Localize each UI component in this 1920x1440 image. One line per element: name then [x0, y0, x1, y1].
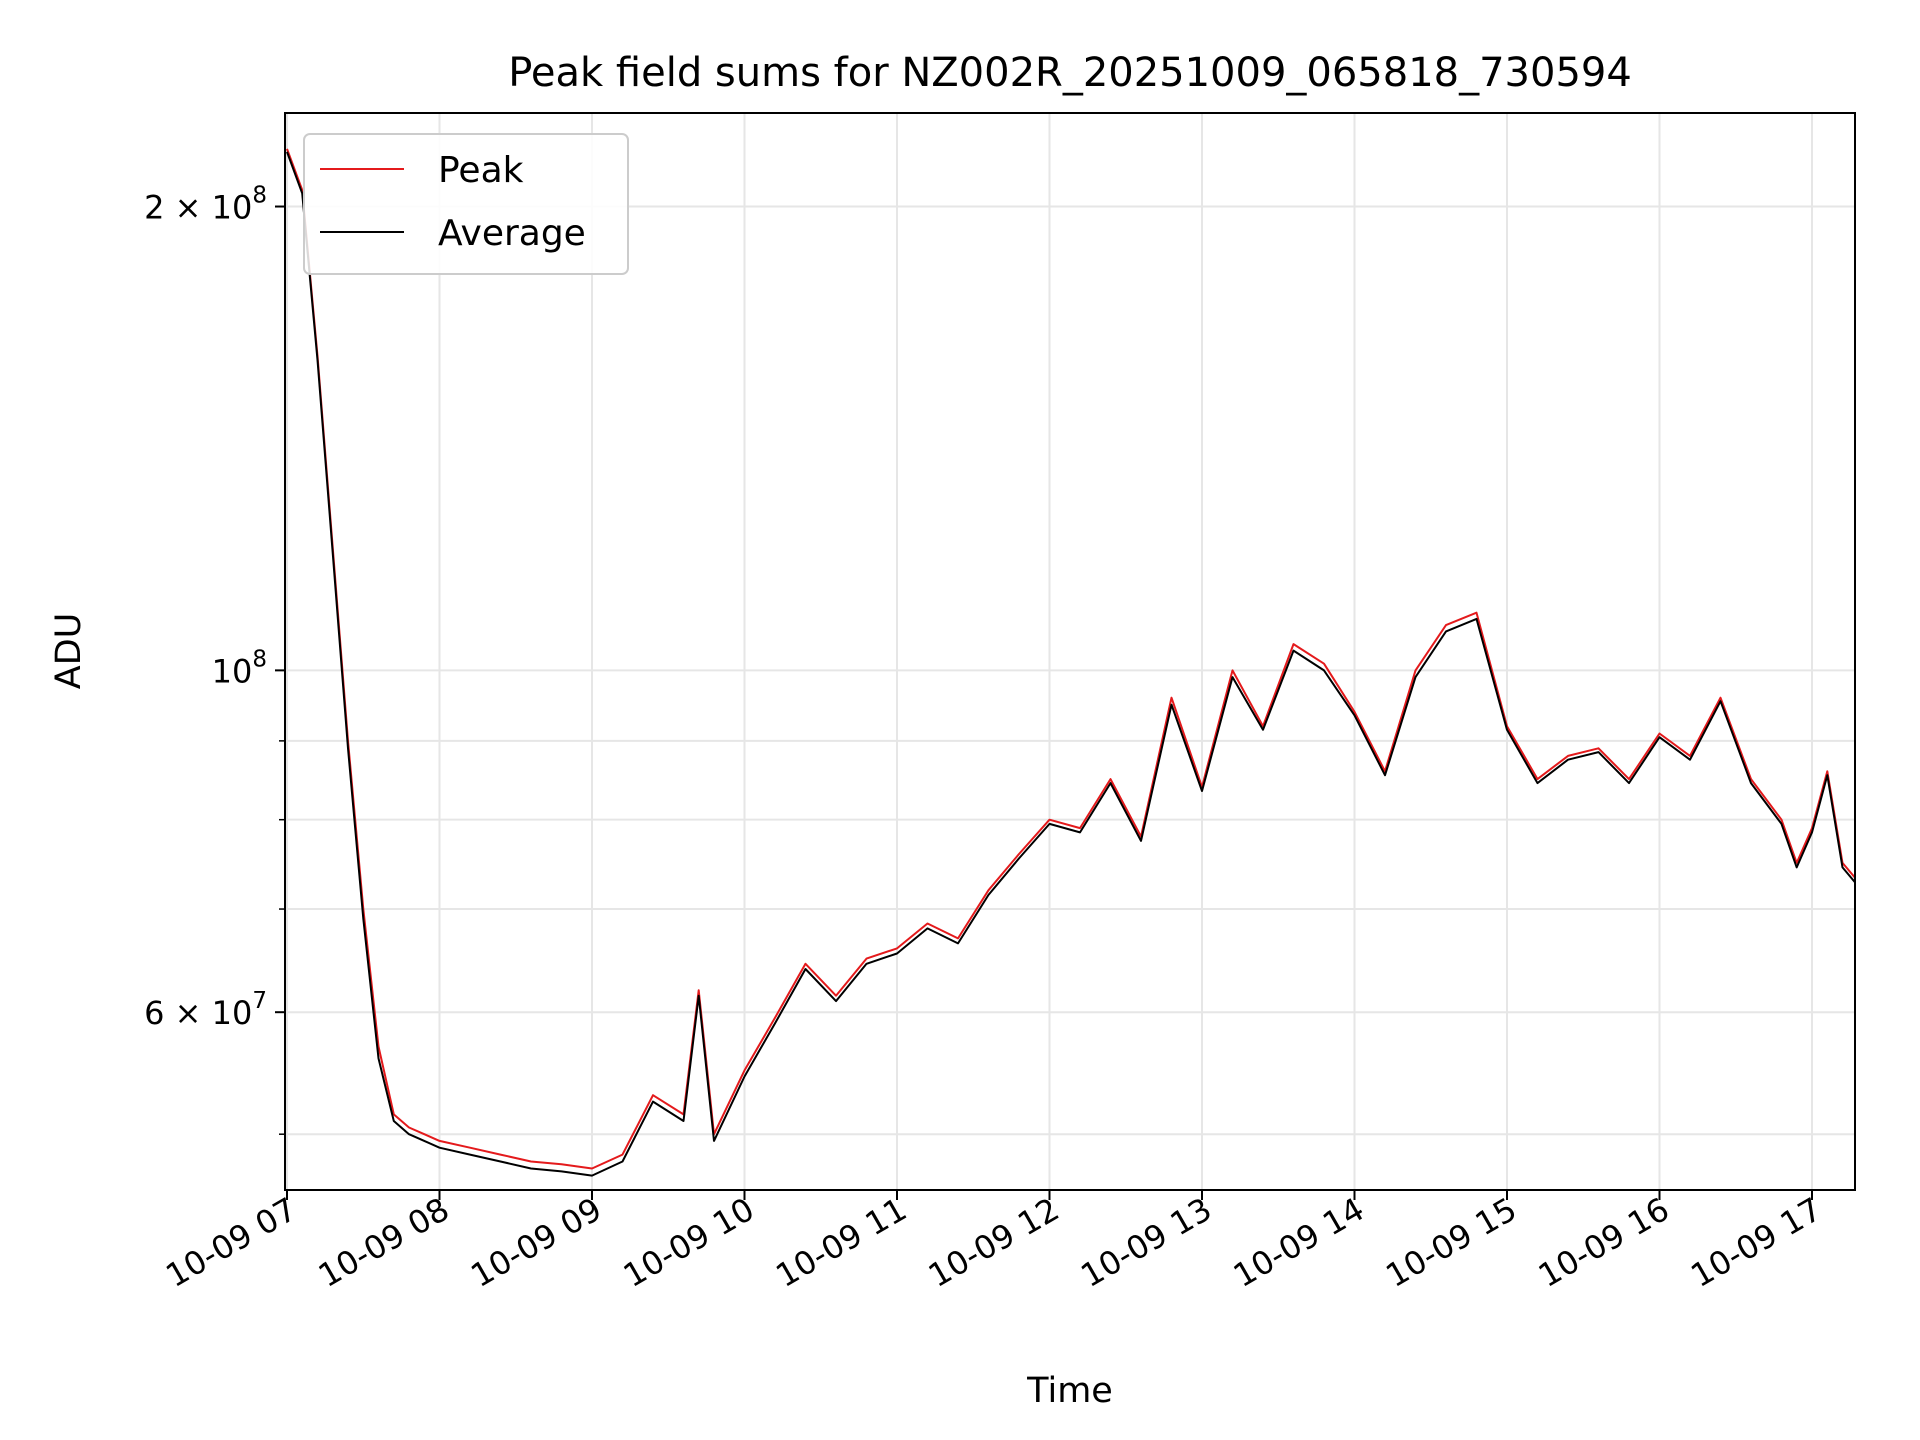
legend-label-average: Average [438, 213, 586, 254]
y-tick-label: 2 × 108 [144, 183, 267, 227]
series-line-peak [286, 148, 1855, 1170]
y-tick-label: 108 [212, 646, 267, 690]
plot-frame [284, 112, 1856, 1191]
series-line-average [286, 151, 1855, 1177]
legend-label-peak: Peak [438, 150, 524, 191]
x-axis-label: Time [1026, 1371, 1113, 1411]
grid [285, 113, 1855, 1190]
y-axis-ticks: 6 × 107 108 2 × 108 [144, 183, 285, 1135]
chart-title: Peak field sums for NZ002R_20251009_0658… [508, 50, 1632, 96]
y-tick-label: 6 × 107 [144, 988, 267, 1032]
legend: Peak Average [303, 133, 629, 275]
series-group [286, 148, 1855, 1177]
y-axis-label: ADU [49, 613, 89, 690]
